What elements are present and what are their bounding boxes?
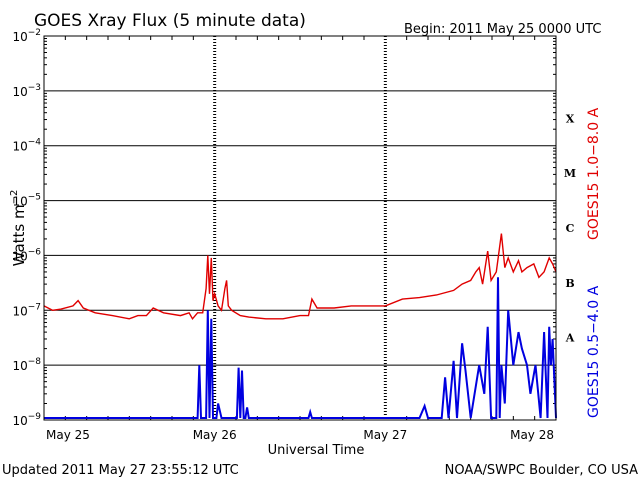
y-tick-label: 10−2	[12, 28, 41, 44]
y-tick-exp: −6	[28, 247, 42, 257]
plot-grid	[44, 36, 556, 420]
footer-credit: NOAA/SWPC Boulder, CO USA	[445, 463, 638, 478]
y-tick-exp: −2	[28, 28, 41, 38]
chart-series	[43, 233, 557, 419]
y-tick-exp: −4	[28, 138, 42, 148]
y-tick-base: 10	[12, 414, 27, 428]
series-line-long-wave	[43, 233, 557, 321]
y-tick-base: 10	[12, 195, 27, 209]
y-tick-exp: −7	[28, 302, 41, 312]
x-tick-label: May 27	[363, 428, 407, 442]
footer-updated: Updated 2011 May 27 23:55:12 UTC	[2, 463, 239, 478]
y-tick-label: 10−6	[12, 247, 41, 263]
x-tick-label: May 25	[46, 428, 90, 442]
y-axis-label-exp: −2	[9, 190, 20, 205]
y-tick-label: 10−9	[12, 412, 41, 428]
y-tick-base: 10	[12, 249, 27, 263]
flare-class-b: B	[565, 277, 574, 290]
y-tick-exp: −9	[28, 412, 42, 422]
y-tick-base: 10	[12, 359, 27, 373]
y-tick-exp: −8	[28, 357, 42, 367]
flare-class-m: M	[564, 167, 576, 180]
chart-title: GOES Xray Flux (5 minute data)	[34, 11, 306, 31]
y-axis-ticks: 10−210−310−410−510−610−710−810−9	[12, 28, 556, 428]
y-tick-label: 10−3	[12, 83, 41, 99]
x-axis-ticks: May 25 May 26 May 27 May 28	[46, 36, 554, 442]
legend-long-wave: GOES15 1.0−8.0 A	[586, 107, 602, 240]
flare-class-a: A	[565, 332, 575, 345]
y-tick-label: 10−7	[12, 302, 41, 318]
y-tick-base: 10	[12, 140, 27, 154]
x-tick-label: May 28	[510, 428, 554, 442]
x-tick-label: May 26	[193, 428, 237, 442]
flare-class-labels: X M C B A	[564, 112, 576, 344]
y-tick-label: 10−4	[12, 138, 41, 154]
flare-class-c: C	[566, 222, 575, 235]
y-axis-label: Watts m−2	[9, 190, 28, 267]
legend-short-wave: GOES15 0.5−4.0 A	[586, 285, 602, 418]
y-tick-label: 10−5	[12, 193, 41, 209]
y-tick-exp: −3	[28, 83, 41, 93]
y-tick-base: 10	[12, 85, 27, 99]
y-axis-label-base: Watts m	[10, 204, 28, 266]
y-tick-exp: −5	[28, 193, 41, 203]
y-tick-base: 10	[12, 30, 27, 44]
flare-class-x: X	[566, 112, 575, 125]
plot-frame	[43, 35, 557, 421]
begin-label: Begin: 2011 May 25 0000 UTC	[404, 22, 601, 37]
series-line-short-wave	[44, 277, 557, 419]
x-axis-label: Universal Time	[268, 443, 365, 458]
y-tick-label: 10−8	[12, 357, 41, 373]
y-tick-base: 10	[12, 304, 27, 318]
